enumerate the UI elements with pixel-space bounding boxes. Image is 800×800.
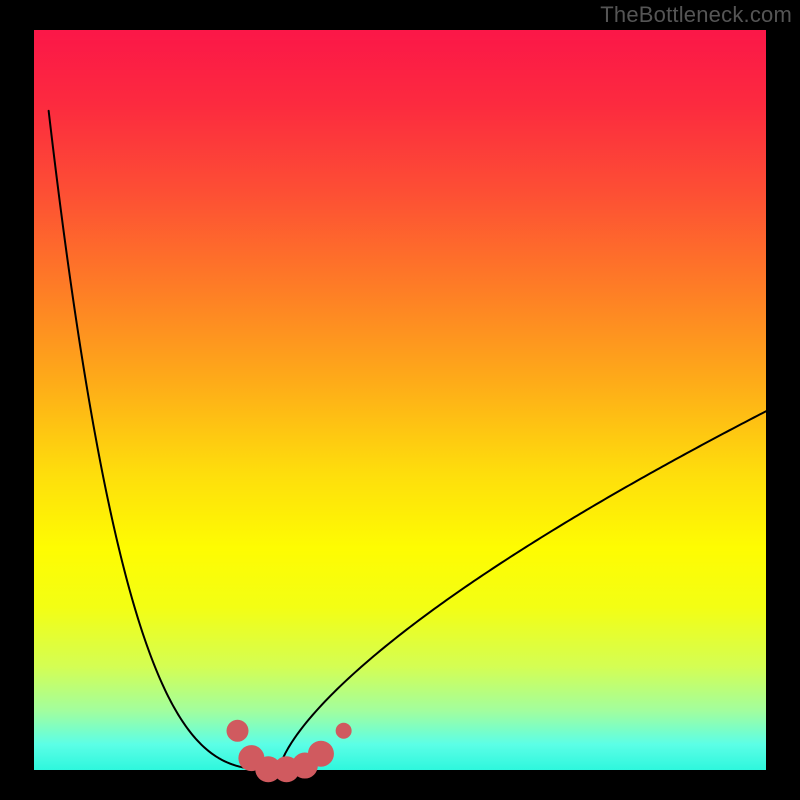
chart-svg <box>0 0 800 800</box>
chart-plot-area <box>34 30 766 770</box>
chart-stage: TheBottleneck.com <box>0 0 800 800</box>
watermark-text: TheBottleneck.com <box>600 2 792 28</box>
curve-marker <box>227 720 249 742</box>
curve-marker <box>336 723 352 739</box>
curve-marker <box>308 741 334 767</box>
